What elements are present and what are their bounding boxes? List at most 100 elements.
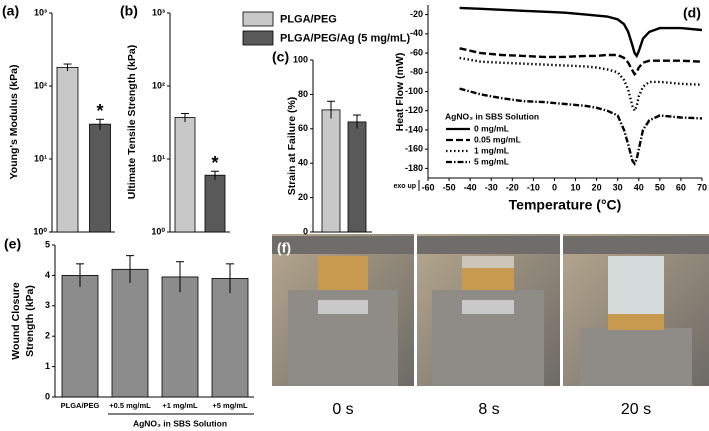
photo-panel xyxy=(272,234,709,386)
y-axis-label: Young's Modulus (kPa) xyxy=(8,65,20,180)
x-tick-label: -20 xyxy=(506,182,519,192)
x-tick-label: 70 xyxy=(697,182,707,192)
legend-label: 0.05 mg/mL xyxy=(474,134,521,144)
y-tick-label: 10⁰ xyxy=(151,226,165,236)
bar xyxy=(211,278,249,398)
bar xyxy=(56,66,79,233)
y-tick-label: -40 xyxy=(410,28,423,38)
error-bar xyxy=(327,100,335,119)
bar xyxy=(111,268,149,398)
x-tick-label: -60 xyxy=(421,182,434,192)
y-tick-label: 60 xyxy=(298,123,308,133)
legend-label: 0 mg/mL xyxy=(474,123,509,133)
x-tick-label: 60 xyxy=(676,182,686,192)
panel-label: (c) xyxy=(272,49,289,65)
bar xyxy=(321,109,341,233)
group-label: AgNO₃ in SBS Solution xyxy=(133,418,227,428)
bar xyxy=(89,123,111,233)
error-bar xyxy=(76,263,84,287)
y-axis-label: Ultimate Tensile Strength (kPa) xyxy=(126,45,138,199)
legend-label: 1 mg/mL xyxy=(474,145,509,155)
y-tick-label: -120 xyxy=(405,105,423,115)
error-bar xyxy=(226,263,234,294)
photo-caption: 0 s xyxy=(332,401,353,418)
y-axis-label: Wound Closure xyxy=(10,282,22,360)
y-tick-label: -160 xyxy=(405,144,423,154)
line-series xyxy=(459,6,703,59)
legend-label: PLGA/PEG xyxy=(280,13,337,25)
legend-label: 5 mg/mL xyxy=(474,156,509,166)
error-bar xyxy=(126,255,134,283)
y-tick-label: 20 xyxy=(298,192,308,202)
significance-mark: * xyxy=(96,101,103,121)
x-tick-label: +1 mg/mL xyxy=(162,401,198,410)
bar xyxy=(204,174,226,233)
x-tick-label: 0 xyxy=(552,182,557,192)
error-bar xyxy=(353,114,361,129)
bar xyxy=(161,276,199,398)
x-tick-label: -50 xyxy=(443,182,456,192)
x-tick-label: +5 mg/mL xyxy=(212,401,248,410)
x-tick-label: +0.5 mg/mL xyxy=(109,401,151,410)
panel-label: (e) xyxy=(4,236,21,252)
photo-caption: 8 s xyxy=(478,401,499,418)
y-tick-label: -20 xyxy=(410,9,423,19)
legend-title: AgNO₃ in SBS Solution xyxy=(445,111,539,121)
y-axis-label: Strength (kPa) xyxy=(24,285,36,357)
annotation: exo up xyxy=(393,183,416,190)
x-tick-label: 30 xyxy=(613,182,623,192)
y-tick-label: 0 xyxy=(303,226,308,236)
y-tick-label: 2 xyxy=(45,331,50,341)
bar xyxy=(61,274,99,398)
y-tick-label: 100 xyxy=(293,54,308,64)
y-tick-label: 10¹ xyxy=(34,153,47,163)
error-bar xyxy=(96,118,104,130)
y-tick-label: 0 xyxy=(45,391,50,401)
y-tick-label: 10² xyxy=(152,80,165,90)
y-tick-label: 40 xyxy=(298,158,308,168)
error-bar xyxy=(176,261,184,293)
y-tick-label: 80 xyxy=(298,89,308,99)
significance-mark: * xyxy=(211,153,218,173)
y-tick-label: 10³ xyxy=(34,7,47,17)
x-tick-label: -40 xyxy=(464,182,477,192)
y-tick-label: 4 xyxy=(45,270,50,280)
y-tick-label: -140 xyxy=(405,124,423,134)
y-tick-label: 10¹ xyxy=(152,153,165,163)
y-tick-label: 10³ xyxy=(152,7,165,17)
y-tick-label: -60 xyxy=(410,47,423,57)
x-tick-label: 40 xyxy=(634,182,644,192)
bar xyxy=(347,121,367,233)
x-tick-label: 50 xyxy=(655,182,665,192)
x-tick-label: -10 xyxy=(527,182,540,192)
error-bar xyxy=(63,63,72,72)
y-tick-label: 10⁰ xyxy=(33,226,47,236)
photo-caption: 20 s xyxy=(621,401,651,418)
legend-swatch xyxy=(242,11,274,27)
error-bar xyxy=(211,170,219,180)
line-series xyxy=(459,87,703,166)
y-axis-label: Heat Flow (mW) xyxy=(394,53,406,132)
y-tick-label: 10² xyxy=(34,80,47,90)
line-series xyxy=(459,47,703,77)
panel-label: (f) xyxy=(277,240,291,256)
y-tick-label: 5 xyxy=(45,239,50,249)
x-tick-label: 20 xyxy=(592,182,602,192)
panel-label: (b) xyxy=(120,3,138,19)
bar xyxy=(174,117,196,233)
x-tick-label: PLGA/PEG xyxy=(61,401,100,410)
y-axis-label: Strain at Failure (%) xyxy=(286,97,298,196)
panel-label: (a) xyxy=(2,3,19,19)
panel-label: (d) xyxy=(683,5,701,21)
legend-swatch xyxy=(242,30,274,46)
y-tick-label: -80 xyxy=(410,67,423,77)
x-tick-label: -30 xyxy=(485,182,498,192)
x-tick-label: 10 xyxy=(571,182,581,192)
x-axis-label: Temperature (°C) xyxy=(509,197,622,213)
y-tick-label: -180 xyxy=(405,163,423,173)
y-tick-label: 1 xyxy=(45,361,50,371)
y-tick-label: -100 xyxy=(405,86,423,96)
error-bar xyxy=(181,113,189,123)
legend-label: PLGA/PEG/Ag (5 mg/mL) xyxy=(280,32,411,44)
